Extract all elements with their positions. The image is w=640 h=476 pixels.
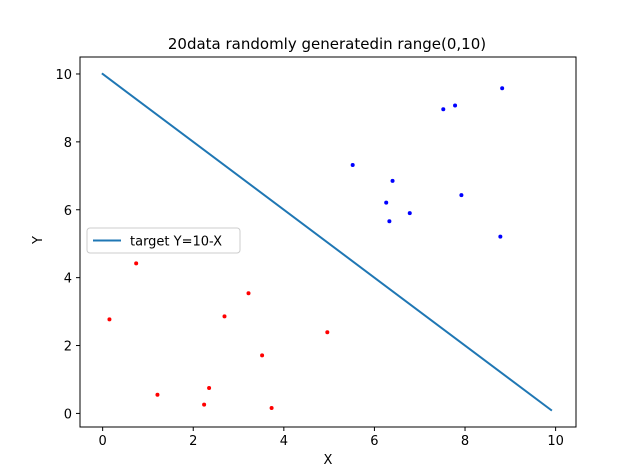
x-tick-label-6: 6 [370, 434, 378, 449]
data-point-red-10 [325, 330, 330, 335]
x-tick-label-10: 10 [547, 434, 564, 449]
data-point-blue-8 [459, 193, 464, 198]
data-point-red-2 [134, 261, 139, 266]
x-axis-label: X [324, 453, 333, 468]
data-point-blue-1 [350, 162, 355, 167]
data-point-red-6 [222, 314, 227, 319]
chart-title: 20data randomly generatedin range(0,10) [168, 35, 486, 53]
x-tick-label-8: 8 [461, 434, 469, 449]
data-point-red-1 [107, 317, 112, 322]
axes-frame [79, 56, 577, 428]
data-point-red-7 [246, 291, 251, 296]
x-tick-label-2: 2 [189, 434, 197, 449]
data-point-blue-6 [441, 107, 446, 112]
y-tick-label-4: 4 [64, 272, 72, 287]
y-axis-label: Y [31, 236, 46, 245]
data-point-red-5 [207, 385, 212, 390]
legend-box [86, 227, 241, 254]
data-point-blue-5 [407, 211, 412, 216]
data-point-blue-3 [387, 219, 392, 224]
data-point-blue-4 [390, 178, 395, 183]
data-point-blue-7 [453, 103, 458, 108]
data-point-red-8 [260, 353, 265, 358]
data-point-blue-2 [384, 200, 389, 205]
data-point-red-3 [155, 392, 160, 397]
x-tick-label-0: 0 [99, 434, 107, 449]
target-line [101, 72, 553, 412]
x-tick-label-4: 4 [280, 434, 288, 449]
y-tick-label-6: 6 [64, 204, 72, 219]
y-tick-label-0: 0 [64, 407, 72, 422]
plot-area: 0 2 4 6 8 10 0 2 4 6 8 10 target Y=10-X [55, 56, 577, 449]
y-tick-label-8: 8 [64, 136, 72, 151]
data-point-blue-10 [500, 86, 505, 91]
y-tick-label-2: 2 [64, 340, 72, 355]
legend-label: target Y=10-X [130, 235, 222, 250]
data-point-red-4 [202, 402, 207, 407]
y-tick-label-10: 10 [55, 68, 72, 83]
data-point-red-9 [269, 405, 274, 410]
data-point-blue-9 [498, 234, 503, 239]
